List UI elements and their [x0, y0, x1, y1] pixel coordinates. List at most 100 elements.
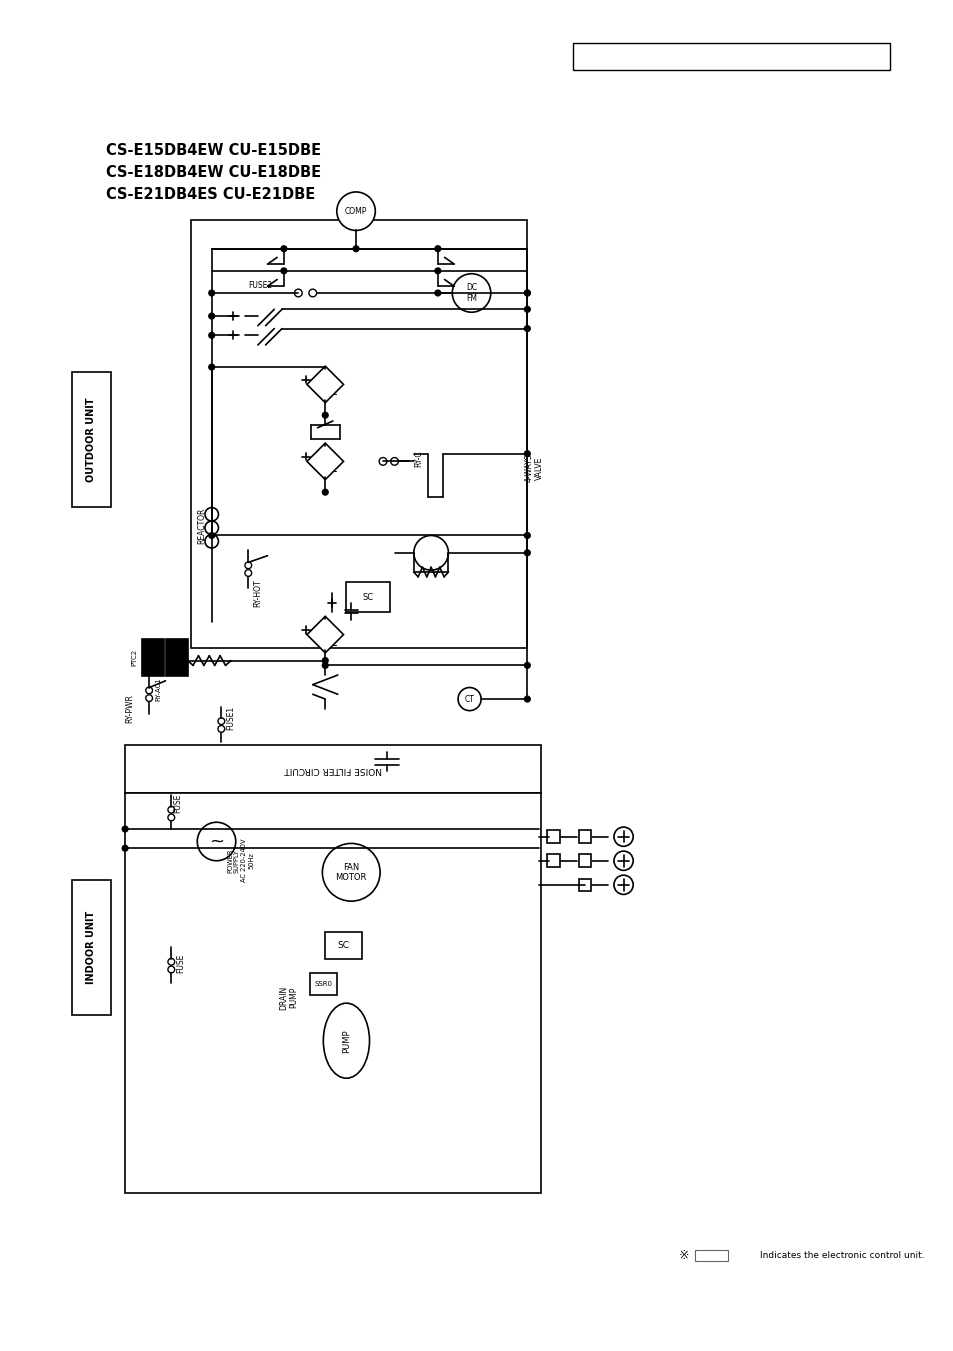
Circle shape: [391, 458, 398, 465]
Circle shape: [524, 307, 530, 312]
Circle shape: [322, 662, 328, 669]
Text: REACTOR: REACTOR: [197, 508, 207, 544]
Circle shape: [322, 843, 379, 901]
Bar: [546, 854, 559, 867]
Circle shape: [209, 365, 214, 370]
Circle shape: [524, 696, 530, 703]
Circle shape: [524, 451, 530, 457]
Text: COMP: COMP: [344, 207, 367, 216]
Circle shape: [209, 332, 214, 338]
Text: INDOOR UNIT: INDOOR UNIT: [87, 911, 96, 984]
Circle shape: [614, 875, 633, 894]
Text: CS-E18DB4EW CU-E18DBE: CS-E18DB4EW CU-E18DBE: [106, 165, 320, 180]
Circle shape: [524, 290, 530, 296]
Text: NOISE FILTER CIRCUIT: NOISE FILTER CIRCUIT: [284, 765, 381, 774]
Bar: [125, 746, 540, 793]
Circle shape: [205, 508, 218, 521]
Bar: [142, 639, 163, 676]
Text: PTC1: PTC1: [155, 648, 162, 666]
Circle shape: [209, 290, 214, 296]
Bar: [546, 831, 559, 843]
Bar: [346, 582, 390, 612]
Circle shape: [281, 267, 287, 274]
Bar: [310, 973, 336, 994]
Text: RY-C: RY-C: [414, 450, 423, 467]
Text: CT: CT: [464, 694, 474, 704]
Bar: [578, 878, 591, 892]
Circle shape: [245, 570, 252, 577]
Circle shape: [197, 823, 235, 861]
Circle shape: [379, 458, 385, 465]
Text: -: -: [333, 466, 336, 478]
Text: PTC2: PTC2: [132, 648, 137, 666]
Text: ~: ~: [209, 832, 224, 851]
Circle shape: [281, 246, 287, 251]
Text: ※: ※: [678, 1248, 688, 1262]
Text: FAN
MOTOR: FAN MOTOR: [335, 862, 367, 882]
Circle shape: [322, 412, 328, 417]
Text: CS-E21DB4ES CU-E21DBE: CS-E21DB4ES CU-E21DBE: [106, 188, 314, 203]
Circle shape: [322, 658, 328, 663]
Ellipse shape: [323, 1004, 369, 1078]
Text: CS-E15DB4EW CU-E15DBE: CS-E15DB4EW CU-E15DBE: [106, 143, 320, 158]
Bar: [72, 372, 111, 507]
Text: FUSE: FUSE: [176, 954, 185, 974]
Text: POWER
SUPPLY
AC 220-240V
50Hz: POWER SUPPLY AC 220-240V 50Hz: [227, 839, 253, 882]
Bar: [578, 854, 591, 867]
Circle shape: [414, 535, 448, 570]
Bar: [572, 43, 889, 70]
Circle shape: [524, 550, 530, 555]
Text: RY-HOT: RY-HOT: [253, 580, 262, 607]
Circle shape: [209, 532, 214, 538]
Circle shape: [614, 827, 633, 846]
Circle shape: [435, 246, 440, 251]
Text: SC: SC: [337, 940, 349, 950]
Circle shape: [336, 192, 375, 231]
Bar: [325, 932, 361, 959]
Polygon shape: [307, 616, 343, 653]
Circle shape: [309, 289, 316, 297]
Polygon shape: [307, 366, 343, 403]
Circle shape: [205, 521, 218, 535]
Text: OUTDOOR UNIT: OUTDOOR UNIT: [87, 397, 96, 481]
Circle shape: [378, 458, 387, 465]
Circle shape: [435, 267, 440, 274]
Text: SC: SC: [361, 593, 373, 601]
Circle shape: [524, 326, 530, 331]
Circle shape: [122, 825, 128, 832]
Circle shape: [209, 313, 214, 319]
Bar: [72, 880, 111, 1015]
Text: DRAIN
PUMP: DRAIN PUMP: [278, 985, 298, 1009]
Circle shape: [245, 562, 252, 569]
Circle shape: [205, 535, 218, 549]
Circle shape: [353, 246, 358, 251]
Text: PUMP: PUMP: [341, 1029, 351, 1052]
Text: -: -: [333, 639, 336, 651]
Circle shape: [122, 846, 128, 851]
Circle shape: [524, 290, 530, 296]
Circle shape: [614, 851, 633, 870]
Circle shape: [457, 688, 480, 711]
Text: FUSE2: FUSE2: [248, 281, 272, 289]
Bar: [578, 831, 591, 843]
Circle shape: [168, 958, 174, 965]
Bar: [125, 793, 540, 1193]
Text: DC
FM: DC FM: [465, 284, 476, 303]
Circle shape: [452, 274, 490, 312]
Text: FUSE1: FUSE1: [226, 707, 235, 731]
Circle shape: [168, 807, 174, 813]
Bar: [694, 1250, 728, 1260]
Circle shape: [217, 725, 225, 732]
Circle shape: [524, 662, 530, 669]
Text: FUSE: FUSE: [173, 793, 182, 813]
Text: SSR0: SSR0: [314, 981, 332, 988]
Circle shape: [524, 532, 530, 538]
Text: Indicates the electronic control unit.: Indicates the electronic control unit.: [760, 1251, 923, 1259]
Bar: [191, 220, 527, 648]
Circle shape: [322, 489, 328, 494]
Text: RY-PWR: RY-PWR: [125, 694, 134, 723]
Circle shape: [146, 694, 152, 701]
Text: -: -: [333, 389, 336, 401]
Circle shape: [435, 290, 440, 296]
Circle shape: [168, 815, 174, 821]
